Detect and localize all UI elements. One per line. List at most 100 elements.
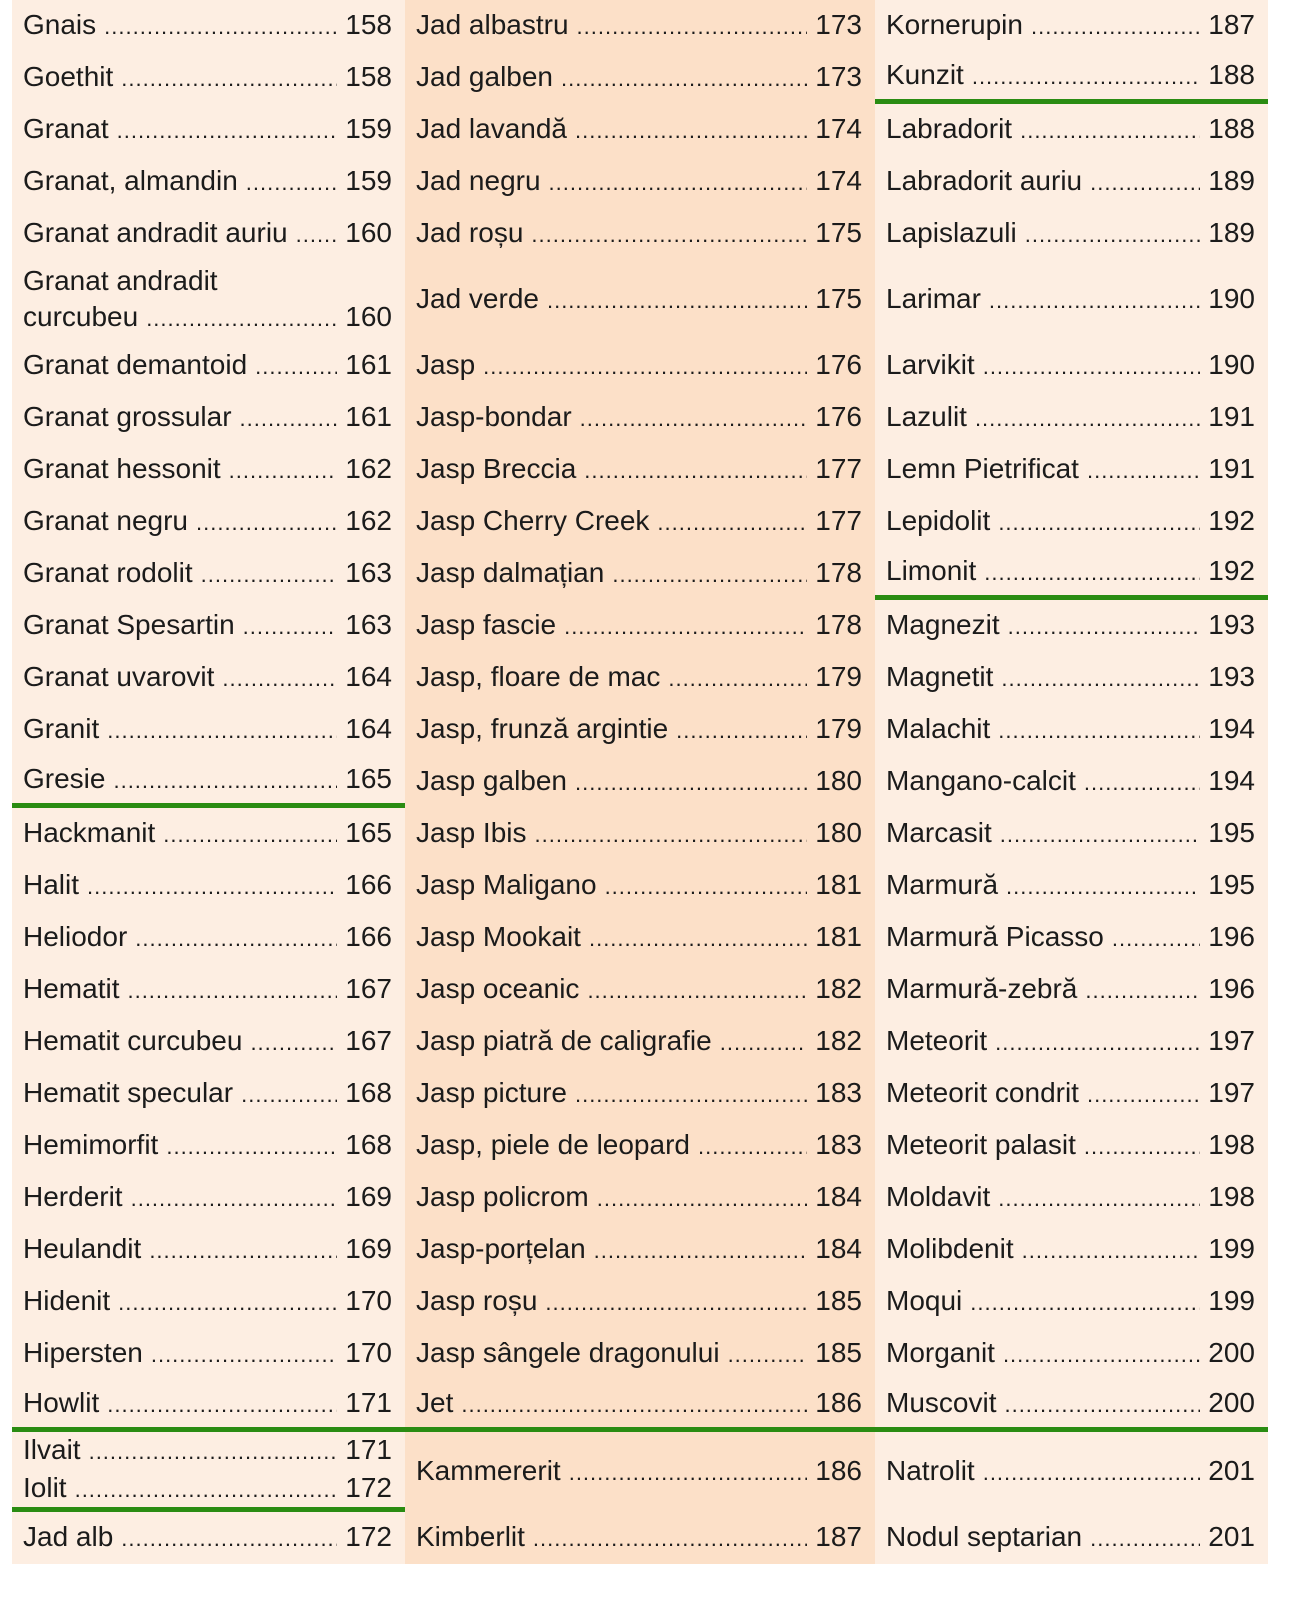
- index-entry: Jasp Mookait............................…: [416, 919, 862, 957]
- index-cell: Meteorit palasit........................…: [875, 1120, 1268, 1172]
- entry-page-number: 185: [815, 1337, 862, 1368]
- dot-leader: ........................................…: [127, 978, 338, 1003]
- dot-leader: ........................................…: [228, 458, 338, 483]
- dot-leader: ........................................…: [1086, 1082, 1201, 1107]
- index-cell: Jasp fascie.............................…: [405, 600, 875, 652]
- entry-page-number: 186: [815, 1455, 862, 1486]
- entry-name: Ilvait: [23, 1433, 81, 1465]
- dot-leader: ........................................…: [596, 1186, 808, 1211]
- index-entry: Granat negru............................…: [23, 503, 392, 541]
- entry-name: Jasp, floare de mac: [416, 661, 661, 692]
- index-cell: Granat rodolit..........................…: [12, 548, 405, 600]
- dot-leader: ........................................…: [107, 1391, 337, 1417]
- index-entry: Jasp Breccia............................…: [416, 451, 862, 489]
- dot-leader: ........................................…: [970, 1290, 1200, 1315]
- dot-leader: ........................................…: [564, 614, 807, 639]
- entry-page-number: 194: [1208, 713, 1255, 744]
- entry-name: Jad galben: [416, 61, 554, 92]
- entry-page-number: 190: [1208, 349, 1255, 380]
- dot-leader: ........................................…: [146, 306, 337, 331]
- entry-page-number: 161: [345, 401, 392, 432]
- index-entry: Jasp fascie.............................…: [416, 607, 862, 645]
- entry-name: Iolit: [23, 1471, 67, 1503]
- index-row: Ilvait..................................…: [12, 1432, 1268, 1512]
- dot-leader: ........................................…: [255, 354, 337, 379]
- dot-leader: ........................................…: [239, 406, 338, 431]
- index-entry: Molibdenit..............................…: [886, 1231, 1255, 1269]
- entry-page-number: 179: [815, 661, 862, 692]
- entry-page-number: 196: [1208, 921, 1255, 952]
- entry-page-number: 170: [345, 1285, 392, 1316]
- entry-page-number: 162: [345, 453, 392, 484]
- index-row: Granat uvarovit.........................…: [12, 652, 1268, 704]
- entry-page-number: 167: [345, 973, 392, 1004]
- index-cell: Kunzit..................................…: [875, 52, 1268, 104]
- entry-page-number: 173: [815, 61, 862, 92]
- index-entry: Jad albastru............................…: [416, 7, 862, 45]
- entry-name: Kammererit: [416, 1455, 561, 1486]
- entry-page-number: 171: [345, 1386, 392, 1418]
- index-entry: Jasp....................................…: [416, 347, 862, 385]
- entry-page-number: 185: [815, 1285, 862, 1316]
- entry-page-number: 182: [815, 1025, 862, 1056]
- dot-leader: ........................................…: [998, 510, 1201, 535]
- dot-leader: ........................................…: [113, 767, 337, 793]
- entry-name: Mangano-calcit: [886, 765, 1076, 796]
- index-entry: Jasp oceanic............................…: [416, 971, 862, 1009]
- index-cell: Jad alb.................................…: [12, 1512, 405, 1564]
- index-cell: Lapislazuli.............................…: [875, 208, 1268, 260]
- index-entry: Hemimorfit..............................…: [23, 1127, 392, 1165]
- index-entry: Lapislazuli.............................…: [886, 215, 1255, 253]
- index-cell: Granat uvarovit.........................…: [12, 652, 405, 704]
- entry-name: Jad roșu: [416, 217, 524, 248]
- entry-page-number: 165: [345, 762, 392, 794]
- dot-leader: ........................................…: [245, 170, 338, 195]
- dot-leader: ........................................…: [87, 874, 337, 899]
- dot-leader: ........................................…: [1083, 1134, 1200, 1159]
- index-entry: Kornerupin..............................…: [886, 7, 1255, 45]
- index-entry: Granat, almandin........................…: [23, 163, 392, 201]
- index-cell: Jasp Breccia............................…: [405, 444, 875, 496]
- entry-page-number: 163: [345, 557, 392, 588]
- entry-page-number: 181: [815, 921, 862, 952]
- entry-name: Jasp dalmațian: [416, 557, 605, 588]
- index-cell: Jasp Mookait............................…: [405, 912, 875, 964]
- index-entry: Jasp roșu...............................…: [416, 1283, 862, 1321]
- entry-name: Lapislazuli: [886, 217, 1017, 248]
- index-entry: Iolit...................................…: [23, 1470, 392, 1508]
- index-cell: Halit...................................…: [12, 860, 405, 912]
- entry-page-number: 187: [1208, 9, 1255, 40]
- dot-leader: ........................................…: [587, 978, 808, 1003]
- dot-leader: ........................................…: [104, 14, 338, 39]
- entry-name: Jasp, piele de leopard: [416, 1129, 690, 1160]
- entry-name: Marmură Picasso: [886, 921, 1104, 952]
- index-cell: Granat andradit auriu...................…: [12, 208, 405, 260]
- index-cell: Ilvait..................................…: [12, 1432, 405, 1512]
- entry-page-number: 188: [1208, 113, 1255, 144]
- entry-page-number: 192: [1208, 505, 1255, 536]
- entry-name: Limonit: [886, 554, 977, 586]
- index-cell: Jad albastru............................…: [405, 0, 875, 52]
- index-cell: Gnais...................................…: [12, 0, 405, 52]
- dot-leader: ........................................…: [561, 66, 807, 91]
- entry-name: Kornerupin: [886, 9, 1023, 40]
- entry-name: Jasp roșu: [416, 1285, 538, 1316]
- dot-leader: ........................................…: [163, 822, 337, 847]
- entry-name: Jasp Breccia: [416, 453, 577, 484]
- dot-leader: ........................................…: [532, 1526, 807, 1551]
- index-entry: Jad galben..............................…: [416, 59, 862, 97]
- entry-name: Jasp-porțelan: [416, 1233, 586, 1264]
- entry-page-number: 166: [345, 869, 392, 900]
- dot-leader: ........................................…: [971, 63, 1200, 89]
- dot-leader: ........................................…: [575, 770, 807, 795]
- entry-name: Lepidolit: [886, 505, 991, 536]
- dot-leader: ........................................…: [1004, 1391, 1201, 1417]
- index-cell: Labradorit..............................…: [875, 104, 1268, 156]
- dot-leader: ........................................…: [1083, 770, 1200, 795]
- dot-leader: ........................................…: [135, 926, 338, 951]
- index-row: Hemimorfit..............................…: [12, 1120, 1268, 1172]
- index-cell: Jasp picture............................…: [405, 1068, 875, 1120]
- entry-page-number: 194: [1208, 765, 1255, 796]
- entry-page-number: 178: [815, 609, 862, 640]
- index-cell: Jasp....................................…: [405, 340, 875, 392]
